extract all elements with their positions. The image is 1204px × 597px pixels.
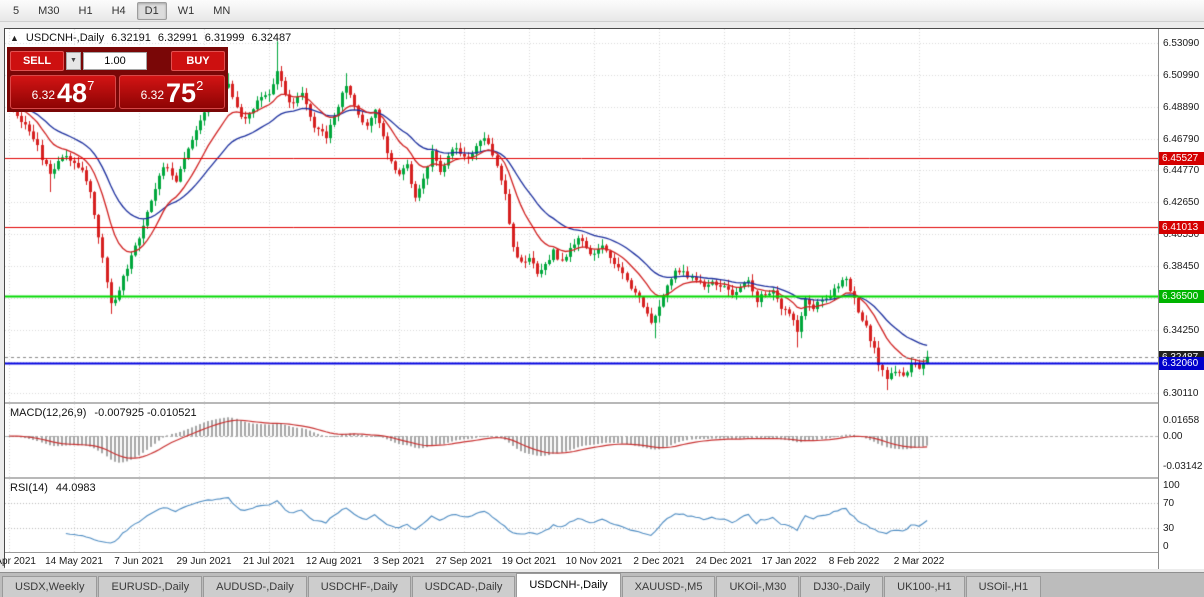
price-axis-label: 6.34250 [1163,324,1200,336]
date-axis-label: 3 Sep 2021 [373,556,425,567]
chart-window: ▲ USDCNH-,Daily 6.32191 6.32991 6.31999 … [0,28,1204,569]
date-axis-label: 14 May 2021 [45,556,103,567]
chart-tab-usoil-h1[interactable]: USOil-,H1 [965,576,1042,597]
price-axis-label: 6.40550 [1163,228,1200,240]
macd-axis-label: 0.00 [1163,431,1183,442]
timeframe-button-5[interactable]: 5 [13,4,20,17]
timeframe-toolbar: 5 M30 H1 H4 D1 W1 MN [0,0,1204,22]
date-axis-label: 8 Feb 2022 [828,556,880,567]
macd-title: MACD(12,26,9) [10,407,87,419]
chart-tab-audusd-daily[interactable]: AUDUSD-,Daily [203,576,307,597]
sell-price-display[interactable]: 6.32 48 7 [10,75,116,109]
buy-price-prefix: 6.32 [140,88,165,102]
rsi-axis-label: 0 [1163,541,1169,552]
rsi-axis-label: 70 [1163,498,1175,510]
macd-axis-label: -0.03142 [1163,461,1203,473]
chart-tab-usdchf-daily[interactable]: USDCHF-,Daily [307,576,411,597]
sell-price-prefix: 6.32 [31,88,56,102]
date-axis-label: 2 Dec 2021 [633,556,685,567]
timeframe-button-h1[interactable]: H1 [78,4,93,17]
sell-price-sup: 7 [87,78,95,93]
chart-tab-xauusd-m5[interactable]: XAUUSD-,M5 [621,576,716,597]
sell-button[interactable]: SELL [10,51,64,71]
macd-header: MACD(12,26,9) -0.007925 -0.010521 [10,407,197,419]
date-axis-label: 27 Sep 2021 [435,556,493,567]
macd-values: -0.007925 -0.010521 [94,407,197,419]
buy-price-sup: 2 [196,78,204,93]
price-axis-label: 6.38450 [1163,260,1200,272]
sell-price-big: 48 [57,78,88,108]
timeframe-button-h4[interactable]: H4 [111,4,126,17]
price-axis-label: 6.53090 [1163,37,1200,49]
rsi-axis-label: 100 [1163,480,1180,491]
macd-axis-label: 0.01658 [1163,415,1200,427]
volume-dropdown-icon[interactable]: ▼ [66,52,81,70]
price-level-label: 6.32060 [1159,357,1204,371]
high-value: 6.32991 [157,32,198,44]
date-axis-label: 24 Dec 2021 [695,556,753,567]
one-click-collapse-icon[interactable]: ▲ [10,33,19,43]
date-axis-label: 2 Mar 2022 [893,556,945,567]
timeframe-button-mn[interactable]: MN [213,4,231,17]
date-axis-label: 7 Jun 2021 [114,556,164,567]
ohlc-readout: ▲ USDCNH-,Daily 6.32191 6.32991 6.31999 … [10,32,291,44]
buy-price-display[interactable]: 6.32 75 2 [119,75,225,109]
date-axis-label: 29 Jun 2021 [176,556,232,567]
rsi-indicator-canvas[interactable] [5,479,1158,552]
low-value: 6.31999 [204,32,245,44]
chart-tab-usdx-weekly[interactable]: USDX,Weekly [2,576,98,597]
volume-input[interactable]: 1.00 [83,52,147,70]
price-axis-label: 6.50990 [1163,69,1200,81]
date-axis-label: 17 Jan 2022 [761,556,817,567]
panel-splitter[interactable] [5,402,1158,404]
price-level-label: 6.45527 [1159,152,1204,166]
timeframe-button-m30[interactable]: M30 [38,4,60,17]
date-axis-label: 21 Jul 2021 [243,556,295,567]
open-value: 6.32191 [111,32,151,44]
date-axis: 22 Apr 2021 14 May 2021 7 Jun 2021 29 Jun 2… [0,552,1158,569]
one-click-trading-panel: SELL ▼ 1.00 BUY 6.32 48 7 6.32 75 2 [7,47,228,112]
chart-tab-uk100-h1[interactable]: UK100-,H1 [884,576,965,597]
chart-tab-usdcnh-daily[interactable]: USDCNH-,Daily [516,573,621,597]
price-level-label: 6.41013 [1159,220,1204,234]
macd-indicator-canvas[interactable] [5,404,1158,477]
rsi-axis-label: 30 [1163,522,1175,534]
price-axis-label: 6.30110 [1163,388,1199,399]
chart-tab-bar: USDX,Weekly EURUSD-,Daily AUDUSD-,Daily USD… [0,572,1204,597]
price-axis-label: 6.44770 [1163,164,1200,176]
close-value: 6.32487 [251,32,292,44]
rsi-value: 44.0983 [55,482,96,494]
timeframe-button-d1[interactable]: D1 [136,1,167,20]
date-axis-label: 22 Apr 2021 [0,556,36,567]
price-axis-label: 6.48890 [1163,101,1200,113]
price-axis-label: 6.42650 [1163,196,1200,208]
chart-tab-ukoil-m30[interactable]: UKOil-,M30 [716,576,800,597]
symbol-period-label: USDCNH-,Daily [25,32,105,44]
panel-splitter[interactable] [5,477,1158,479]
timeframe-button-w1[interactable]: W1 [177,4,195,17]
date-axis-label: 19 Oct 2021 [501,556,557,567]
price-level-label: 6.36500 [1159,289,1204,303]
rsi-title: RSI(14) [10,482,48,494]
chart-region: ▲ USDCNH-,Daily 6.32191 6.32991 6.31999 … [0,29,1158,569]
buy-price-big: 75 [166,78,197,108]
price-axis: 6.53090 6.50990 6.48890 6.46790 6.44770 6.426… [1158,29,1204,569]
chart-tab-dj30-daily[interactable]: DJ30-,Daily [800,576,884,597]
price-axis-label: 6.46790 [1163,133,1200,145]
chart-tab-eurusd-daily[interactable]: EURUSD-,Daily [98,576,203,597]
chart-tab-usdcad-daily[interactable]: USDCAD-,Daily [411,576,516,597]
rsi-header: RSI(14) 44.0983 [10,482,96,494]
date-axis-label: 10 Nov 2021 [565,556,623,567]
buy-button[interactable]: BUY [171,51,225,71]
date-axis-label: 12 Aug 2021 [305,556,363,567]
